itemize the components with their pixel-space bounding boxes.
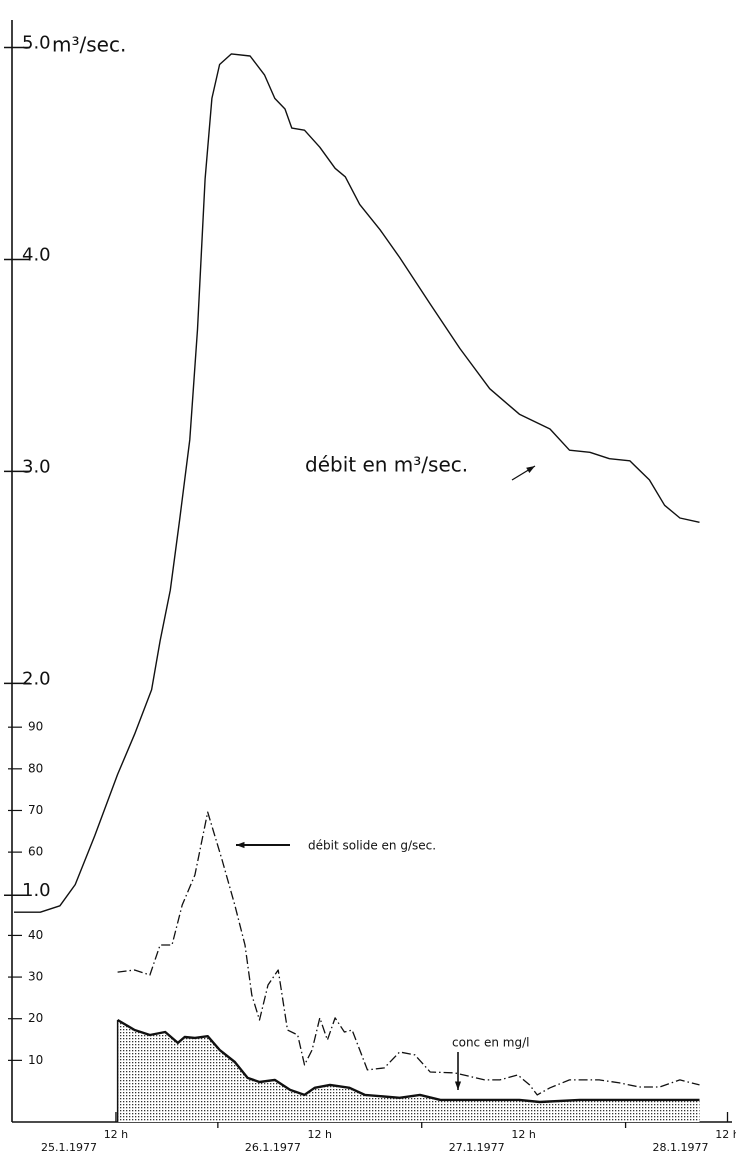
series-label: débit solide en g/sec. — [308, 839, 436, 853]
x-tick-label: 12 h — [308, 1128, 332, 1141]
series-line — [116, 1018, 700, 1104]
x-tick-label: 12 h — [104, 1128, 128, 1141]
arrow-head — [454, 1081, 462, 1090]
date-label: 25.1.1977 — [41, 1141, 97, 1154]
y2-tick-label: 20 — [28, 1011, 43, 1025]
arrow-head — [526, 466, 535, 474]
date-label: 27.1.1977 — [449, 1141, 505, 1154]
x-tick-label: 12 h — [511, 1128, 535, 1141]
series-label: conc en mg/l — [452, 1036, 529, 1050]
y2-tick-label: 30 — [28, 970, 43, 984]
y-tick-label: 3.0 — [22, 456, 51, 477]
y-tick-label: 5.0 — [22, 33, 51, 54]
y2-tick-label: 80 — [28, 761, 43, 775]
y-unit: m³/sec. — [52, 33, 126, 57]
area — [117, 1020, 700, 1122]
y-tick-label: 2.0 — [22, 668, 51, 689]
arrow-head — [236, 841, 245, 849]
date-label: 26.1.1977 — [245, 1141, 301, 1154]
y2-tick-label: 90 — [28, 720, 43, 734]
y2-tick-label: 10 — [28, 1053, 43, 1067]
y2-tick-label: 60 — [28, 845, 43, 859]
x-tick-label: 12 h — [715, 1128, 736, 1141]
y-tick-label: 4.0 — [22, 244, 51, 265]
series-label: débit en m³/sec. — [305, 453, 468, 477]
y-tick-label: 1.0 — [22, 880, 51, 901]
y2-tick-label: 70 — [28, 803, 43, 817]
date-label: 28.1.1977 — [653, 1141, 709, 1154]
y2-tick-label: 40 — [28, 928, 43, 942]
series-line — [117, 811, 700, 1096]
series-line — [14, 53, 700, 913]
